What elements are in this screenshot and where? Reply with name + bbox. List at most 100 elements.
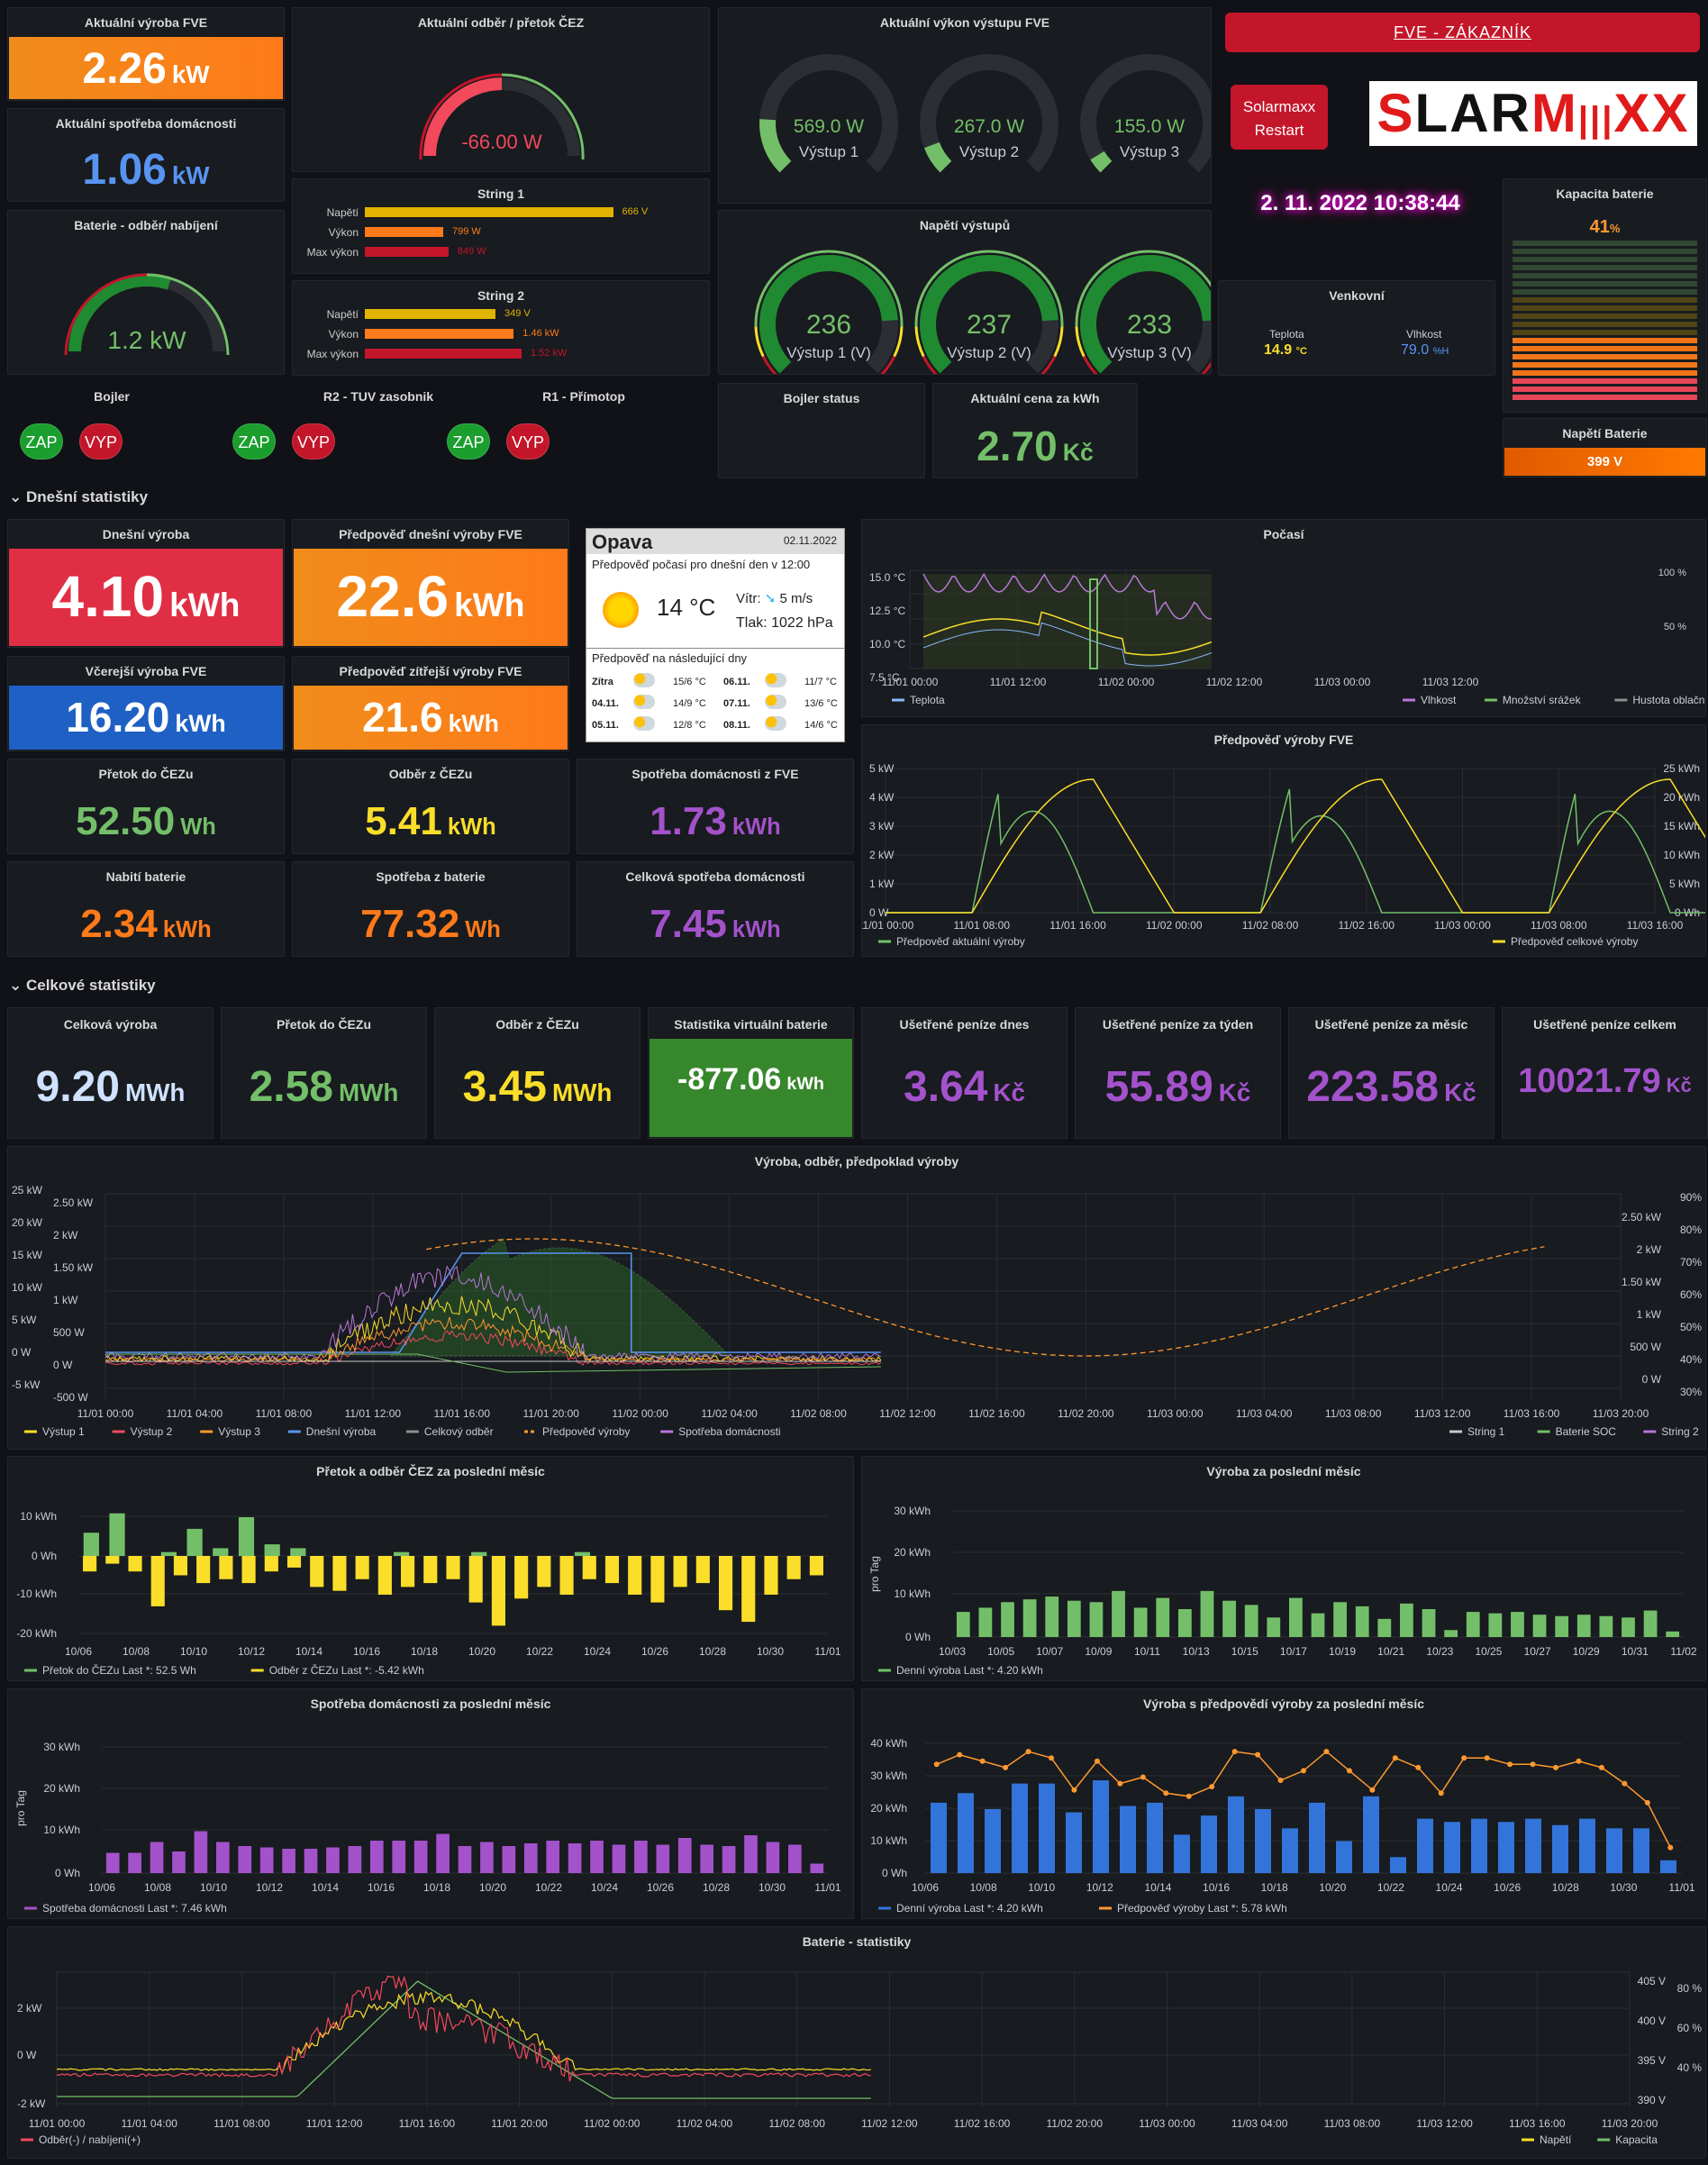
total-title: Ušetřené peníze za měsíc — [1289, 1017, 1494, 1032]
bar — [161, 1552, 177, 1556]
total-title: Ušetřené peníze dnes — [862, 1017, 1067, 1032]
gauge-label: Výstup 2 — [959, 143, 1019, 160]
panel-cez: Aktuální odběr / přetok ČEZ -66.00 W — [292, 7, 710, 172]
axis-tick: 15.0 °C — [869, 571, 905, 584]
data-point — [1140, 1775, 1146, 1780]
bar — [1267, 1617, 1280, 1637]
data-point — [1323, 1749, 1329, 1754]
axis-tick: 10/26 — [641, 1645, 668, 1658]
capacity-bar — [1513, 370, 1697, 376]
r1-vyp-button[interactable]: VYP — [506, 423, 550, 459]
total-tile: Celková výroba 9.20 MWh — [7, 1007, 214, 1139]
gauge-label: Výstup 3 (V) — [1107, 344, 1192, 361]
axis-tick: 11/03 16:00 — [1627, 919, 1684, 932]
data-point — [1393, 1755, 1398, 1760]
bar — [1289, 1598, 1303, 1637]
banner[interactable]: FVE - ZÁKAZNÍK — [1225, 13, 1700, 52]
total-tile: Ušetřené peníze celkem 10021.79 Kč — [1502, 1007, 1708, 1139]
weather-temp: 14/6 °C — [804, 720, 838, 731]
axis-tick: 11/02 20:00 — [1047, 2117, 1104, 2130]
battery-capacity-value: 41 — [1590, 217, 1610, 237]
bar — [392, 1841, 405, 1873]
restart-button[interactable]: Solarmaxx Restart — [1231, 85, 1328, 150]
bar — [741, 1556, 755, 1622]
bar — [1090, 1602, 1104, 1637]
axis-tick: 10/06 — [65, 1645, 92, 1658]
legend-item: Předpověď celkové výroby — [1511, 935, 1638, 948]
axis-tick: 2 kW — [17, 2002, 42, 2015]
panel-yesterday: Včerejší výroba FVE 16.20 kWh — [7, 656, 285, 751]
axis-tick: 3 kW — [869, 820, 895, 832]
axis-tick: 10 kWh — [1663, 849, 1700, 861]
r1-zap-button[interactable]: ZAP — [447, 423, 490, 459]
bar — [1023, 1599, 1037, 1637]
bar — [613, 1845, 626, 1874]
gauge-value: 236 — [806, 310, 851, 340]
data-point — [1049, 1755, 1054, 1760]
bar — [810, 1864, 823, 1874]
legend-item: Výstup 3 — [218, 1425, 260, 1438]
bojler-vyp-button[interactable]: VYP — [79, 423, 123, 459]
bar — [1633, 1828, 1649, 1873]
bar — [696, 1556, 710, 1583]
axis-tick: 11/02 12:00 — [1206, 676, 1263, 688]
series-line — [57, 1981, 871, 2098]
axis-tick: 11/02 — [1670, 1645, 1696, 1658]
bojler-zap-button[interactable]: ZAP — [20, 423, 63, 459]
panel-tomorrow: Předpověď zítřejší výroby FVE 21.6 kWh — [292, 656, 569, 751]
axis-tick: 11/01 — [814, 1881, 840, 1894]
axis-tick: 40 kWh — [870, 1737, 907, 1750]
battery-value: 1.2 kW — [107, 326, 186, 354]
weather-day: 08.11. — [723, 720, 750, 731]
axis-tick: 10/19 — [1329, 1645, 1356, 1658]
data-point — [1278, 1778, 1284, 1783]
bar — [546, 1841, 559, 1873]
weather-temp: 11/7 °C — [804, 677, 837, 687]
axis-tick: -5 kW — [12, 1378, 41, 1391]
total-title: Celková výroba — [8, 1017, 213, 1032]
bar — [1444, 1822, 1460, 1873]
series-line — [57, 1976, 871, 2081]
capacity-bar — [1513, 305, 1697, 311]
bar — [767, 1842, 780, 1874]
gauge-label: Výstup 1 (V) — [786, 344, 871, 361]
axis-tick: 20 kWh — [894, 1546, 931, 1559]
weather-temp: 14 °C — [657, 594, 715, 622]
bar — [1660, 1860, 1676, 1873]
bar — [979, 1607, 993, 1637]
data-point — [1232, 1749, 1238, 1754]
axis-tick: 2.50 kW — [53, 1196, 94, 1209]
legend-item: Napětí — [1540, 2133, 1572, 2146]
bar — [436, 1834, 450, 1874]
axis-tick: 10/24 — [584, 1645, 611, 1658]
axis-tick: 11/01 16:00 — [434, 1407, 491, 1420]
axis-tick: 10/10 — [180, 1645, 207, 1658]
axis-tick: 80 % — [1677, 1982, 1703, 1995]
bar — [1417, 1819, 1433, 1873]
data-point — [1485, 1755, 1490, 1760]
total-title: Odběr z ČEZu — [435, 1017, 640, 1032]
bar — [287, 1556, 301, 1568]
axis-tick: 10/11 — [1134, 1645, 1160, 1658]
axis-tick: 11/01 04:00 — [167, 1407, 223, 1420]
bar — [1555, 1616, 1568, 1637]
bar — [219, 1556, 232, 1579]
data-point — [1347, 1768, 1352, 1773]
axis-tick: 10/03 — [939, 1645, 966, 1658]
section-total[interactable]: ⌄ Celkové statistiky — [9, 977, 156, 995]
bar — [958, 1793, 974, 1873]
axis-tick: 11/01 20:00 — [522, 1407, 579, 1420]
axis-tick: 10/14 — [295, 1645, 323, 1658]
outdoor-temp: 14.9 — [1264, 342, 1292, 358]
sun-icon — [603, 592, 639, 628]
bar — [1245, 1605, 1258, 1637]
r2-vyp-button[interactable]: VYP — [292, 423, 335, 459]
bar — [628, 1556, 641, 1595]
data-point — [1553, 1765, 1558, 1770]
axis-tick: 90% — [1680, 1191, 1702, 1204]
home-value: 1.06 — [82, 146, 166, 194]
axis-tick: 10/14 — [312, 1881, 339, 1894]
section-today[interactable]: ⌄ Dnešní statistiky — [9, 488, 148, 506]
bar — [282, 1849, 295, 1873]
r2-zap-button[interactable]: ZAP — [232, 423, 276, 459]
